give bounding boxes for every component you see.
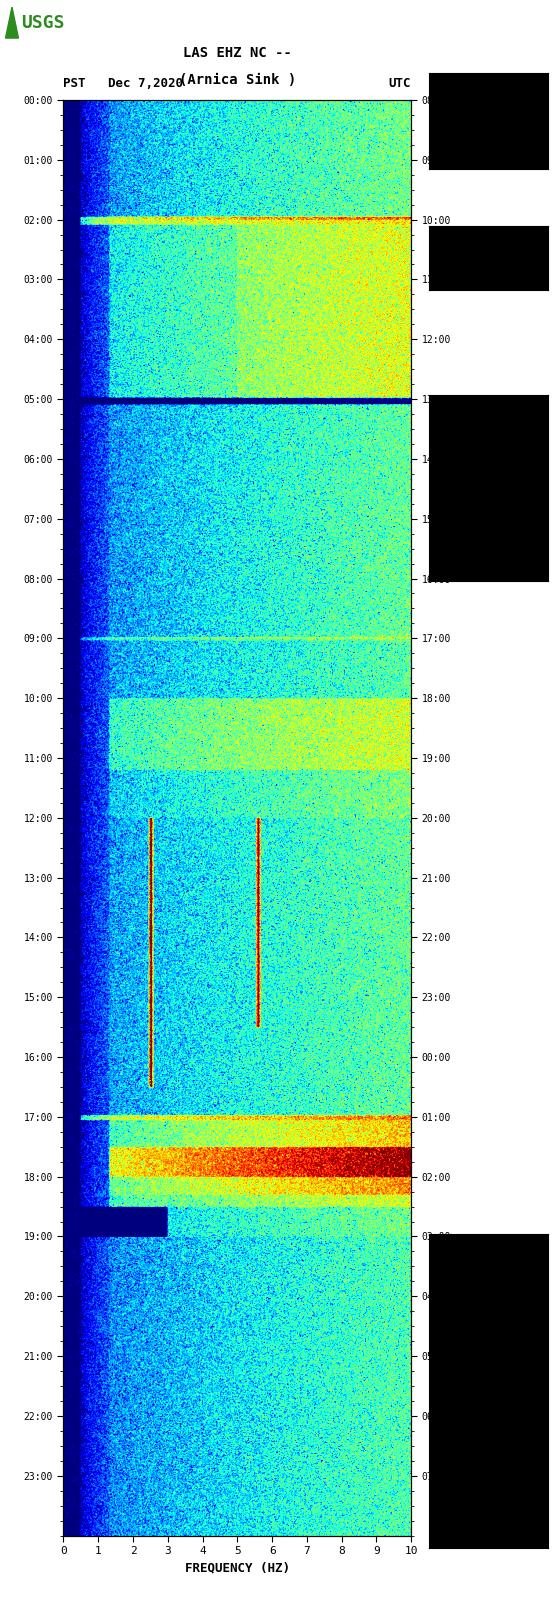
Text: USGS: USGS <box>22 13 65 32</box>
Text: (Arnica Sink ): (Arnica Sink ) <box>179 73 296 87</box>
Polygon shape <box>6 6 18 39</box>
Text: PST: PST <box>63 77 86 90</box>
Text: UTC: UTC <box>389 77 411 90</box>
X-axis label: FREQUENCY (HZ): FREQUENCY (HZ) <box>185 1561 290 1574</box>
Text: LAS EHZ NC --: LAS EHZ NC -- <box>183 45 292 60</box>
Text: Dec 7,2020: Dec 7,2020 <box>108 77 183 90</box>
